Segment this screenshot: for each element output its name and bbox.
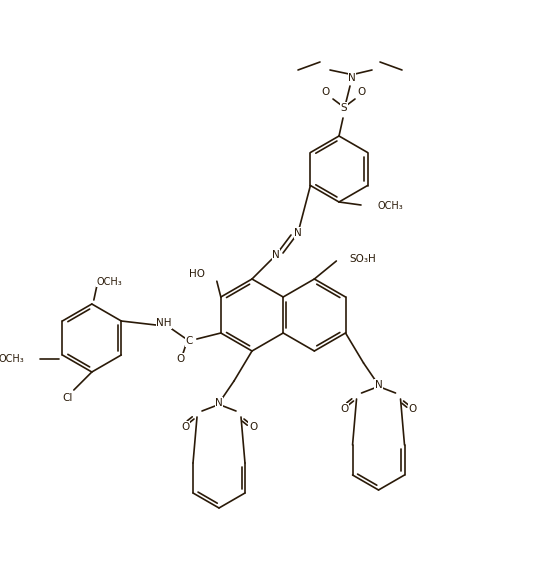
Text: HO: HO — [189, 269, 205, 279]
Text: N: N — [272, 250, 280, 260]
Text: NH: NH — [156, 318, 172, 328]
Text: S: S — [341, 103, 347, 113]
Text: O: O — [181, 422, 189, 432]
Text: O: O — [322, 87, 330, 97]
Text: Cl: Cl — [63, 393, 73, 403]
Text: N: N — [375, 380, 382, 390]
Text: O: O — [249, 422, 257, 432]
Text: O: O — [177, 354, 185, 364]
Text: O: O — [340, 404, 348, 414]
Text: OCH₃: OCH₃ — [0, 354, 25, 364]
Text: OCH₃: OCH₃ — [97, 277, 123, 287]
Text: N: N — [294, 228, 302, 238]
Text: SO₃H: SO₃H — [349, 254, 376, 264]
Text: N: N — [348, 73, 356, 83]
Text: N: N — [215, 398, 223, 408]
Text: O: O — [409, 404, 417, 414]
Text: O: O — [358, 87, 366, 97]
Text: C: C — [185, 336, 193, 346]
Text: OCH₃: OCH₃ — [377, 201, 403, 211]
